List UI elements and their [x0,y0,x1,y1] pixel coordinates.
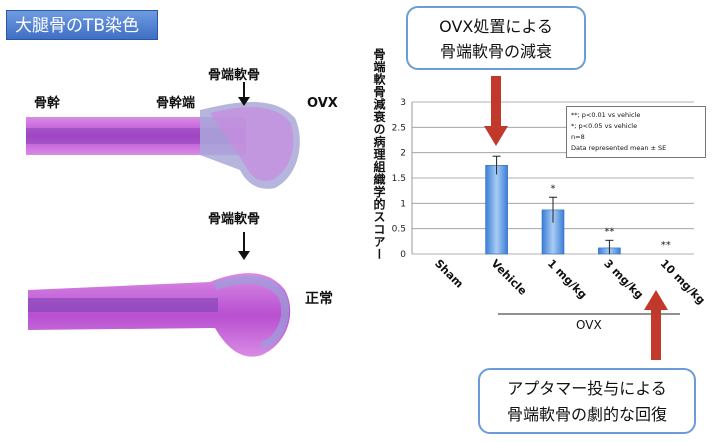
cartilage-arrow-top [238,82,250,106]
metaphysis-label: 骨幹端 [156,96,196,111]
x-group-label: OVX [576,318,602,332]
cartilage-label-bottom: 骨端軟骨 [208,212,261,227]
ovx-image-label: OVX [307,96,338,111]
shaft-label: 骨幹 [34,96,61,111]
callout-bottom-line2: 骨端軟骨の劇的な回復 [506,405,667,424]
legend-line-4: Data represented mean ± SE [571,144,667,152]
callout-bottom-line1: アプタマー投与による [507,379,667,398]
normal-femur-image [28,273,291,357]
aptamer-effect-callout: アプタマー投与による 骨端軟骨の劇的な回復 [478,368,696,434]
cartilage-label-top: 骨端軟骨 [208,68,261,83]
y-axis-label: 骨端軟骨減衰の病理組織学的スコアー [372,48,386,261]
callout-top-line2: 骨端軟骨の減衰 [439,42,552,61]
callout-top-line1: OVX処置による [439,17,553,36]
legend-line-3: n=8 [571,133,585,141]
page-title-badge: 大腿骨のTB染色 [6,10,158,40]
cartilage-arrow-bottom [238,232,250,260]
legend-line-2: *; p<0.05 vs vehicle [571,122,638,130]
legend-line-1: **; p<0.01 vs vehicle [571,111,641,119]
ovx-femur-image [26,101,300,189]
chart-legend: **; p<0.01 vs vehicle *; p<0.05 vs vehic… [566,106,706,158]
ovx-effect-callout: OVX処置による 骨端軟骨の減衰 [406,6,586,70]
normal-image-label: 正常 [305,291,333,307]
